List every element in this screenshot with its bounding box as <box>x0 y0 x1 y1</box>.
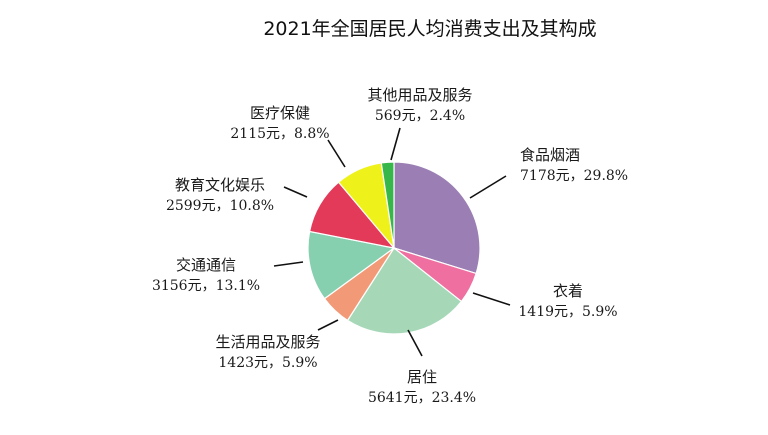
chart-title: 2021年全国居民人均消费支出及其构成 <box>263 18 596 40</box>
slice-value-label: 569元，2.4% <box>375 108 465 124</box>
slice-name-label: 医疗保健 <box>250 104 310 122</box>
slice-name-label: 生活用品及服务 <box>215 333 320 351</box>
leader-line <box>283 186 308 198</box>
slice-name-label: 居住 <box>407 368 437 386</box>
slice-name-label: 教育文化娱乐 <box>175 176 265 194</box>
leader-line <box>273 261 304 267</box>
slice-name-label: 食品烟酒 <box>520 146 580 164</box>
slice-name-label: 交通通信 <box>176 256 236 274</box>
pie-slice <box>380 161 395 249</box>
slice-value-label: 1419元，5.9% <box>518 304 617 320</box>
slice-name-label: 其他用品及服务 <box>367 86 472 104</box>
slice-value-label: 1423元，5.9% <box>218 355 317 371</box>
slice-value-label: 2115元，8.8% <box>230 126 329 142</box>
leader-line <box>390 127 401 161</box>
slice-value-label: 2599元，10.8% <box>166 198 274 214</box>
leader-line <box>327 139 346 168</box>
slice-value-label: 7178元，29.8% <box>520 168 628 184</box>
leader-line <box>469 175 507 199</box>
pie-slice <box>393 161 481 275</box>
pie-slice <box>346 247 463 335</box>
leader-line <box>407 329 423 357</box>
pie-slice <box>307 230 396 300</box>
slice-value-label: 3156元，13.1% <box>152 278 260 294</box>
leader-line <box>317 319 339 331</box>
leader-line <box>472 292 511 306</box>
slice-name-label: 衣着 <box>553 282 583 300</box>
slice-value-label: 5641元，23.4% <box>368 390 476 406</box>
